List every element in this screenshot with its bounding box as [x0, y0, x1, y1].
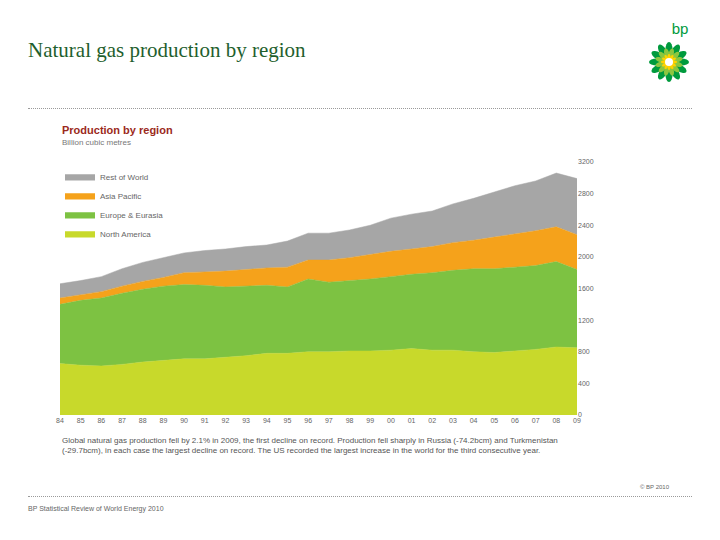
svg-text:84: 84: [56, 417, 64, 424]
svg-text:07: 07: [532, 417, 540, 424]
svg-text:2400: 2400: [578, 222, 594, 229]
svg-text:01: 01: [408, 417, 416, 424]
svg-text:Europe & Eurasia: Europe & Eurasia: [100, 211, 163, 220]
svg-text:88: 88: [139, 417, 147, 424]
svg-text:North America: North America: [100, 230, 151, 239]
svg-text:02: 02: [428, 417, 436, 424]
html-text:Natural gas production by regi: Natural gas production by region: [28, 38, 306, 62]
svg-text:92: 92: [222, 417, 230, 424]
svg-text:99: 99: [366, 417, 374, 424]
svg-text:2800: 2800: [578, 190, 594, 197]
svg-text:05: 05: [490, 417, 498, 424]
svg-text:3200: 3200: [578, 158, 594, 165]
html-text:Global natural gas production: Global natural gas production fell by 2.…: [62, 436, 558, 455]
svg-text:93: 93: [242, 417, 250, 424]
svg-text:90: 90: [180, 417, 188, 424]
svg-text:97: 97: [325, 417, 333, 424]
svg-text:89: 89: [160, 417, 168, 424]
svg-text:09: 09: [573, 417, 581, 424]
svg-text:04: 04: [470, 417, 478, 424]
svg-text:03: 03: [449, 417, 457, 424]
svg-text:400: 400: [578, 380, 590, 387]
html-text:© BP 2010: © BP 2010: [640, 484, 669, 490]
svg-text:1600: 1600: [578, 285, 594, 292]
svg-text:86: 86: [97, 417, 105, 424]
svg-text:91: 91: [201, 417, 209, 424]
html-text:Production by region: Production by region: [62, 124, 173, 136]
svg-text:00: 00: [387, 417, 395, 424]
svg-text:0: 0: [578, 411, 582, 418]
svg-text:96: 96: [304, 417, 312, 424]
svg-text:94: 94: [263, 417, 271, 424]
svg-text:Rest of World: Rest of World: [100, 173, 148, 182]
svg-text:95: 95: [284, 417, 292, 424]
html-text:BP Statistical Review of World: BP Statistical Review of World Energy 20…: [28, 505, 164, 512]
svg-text:bp: bp: [672, 20, 689, 37]
html-text:Billion cubic metres: Billion cubic metres: [62, 138, 131, 147]
svg-text:85: 85: [77, 417, 85, 424]
svg-text:Asia Pacific: Asia Pacific: [100, 192, 141, 201]
svg-text:2000: 2000: [578, 253, 594, 260]
svg-text:98: 98: [346, 417, 354, 424]
svg-text:08: 08: [552, 417, 560, 424]
svg-text:06: 06: [511, 417, 519, 424]
svg-text:1200: 1200: [578, 317, 594, 324]
svg-text:800: 800: [578, 348, 590, 355]
svg-text:87: 87: [118, 417, 126, 424]
